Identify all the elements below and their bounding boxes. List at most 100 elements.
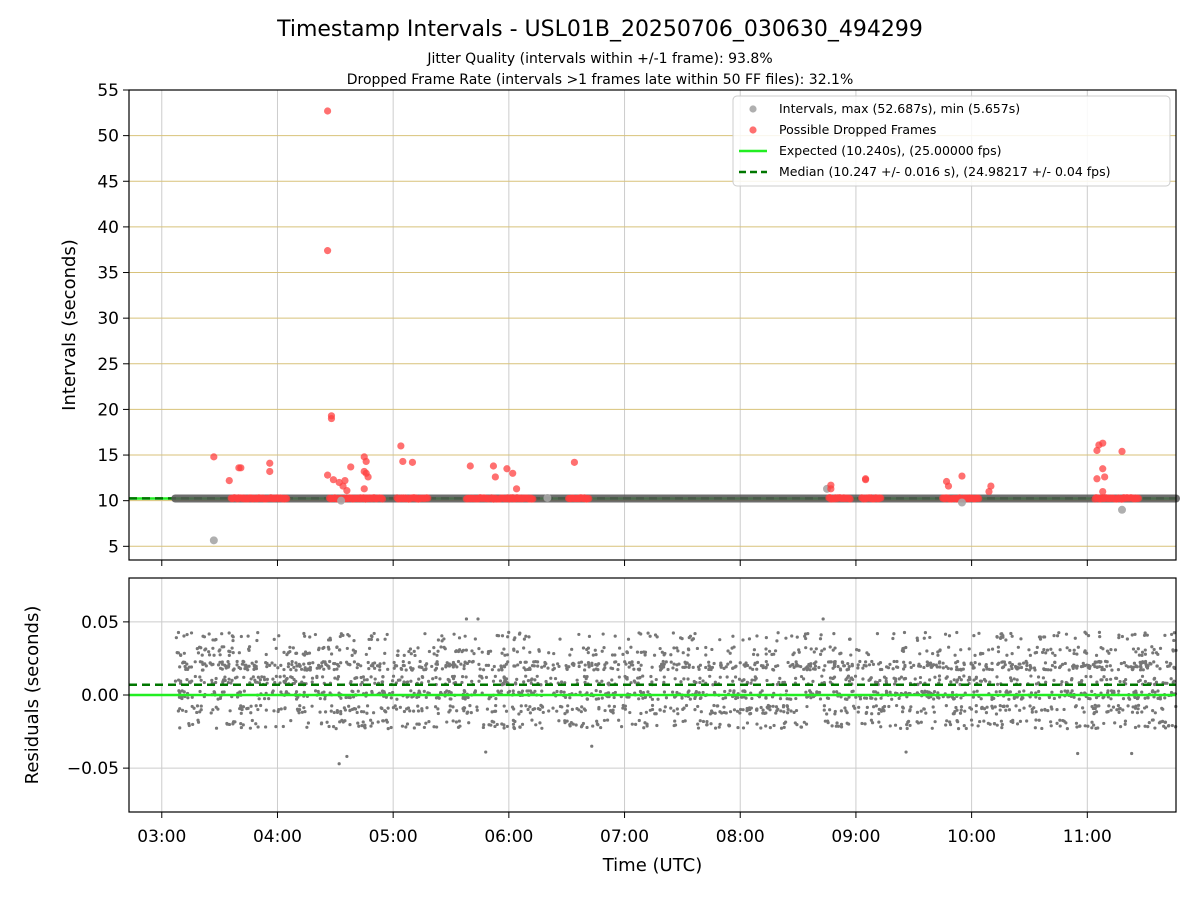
- dropped-frame-point: [846, 495, 854, 503]
- residual-point: [1001, 660, 1005, 664]
- residual-point: [195, 704, 200, 708]
- residual-point: [820, 674, 824, 678]
- residual-point: [551, 663, 555, 667]
- residual-point: [652, 653, 657, 657]
- residual-point: [656, 697, 660, 701]
- residual-point: [222, 645, 226, 649]
- residual-point: [998, 704, 1002, 708]
- residual-point: [764, 652, 768, 656]
- residual-point: [412, 649, 416, 653]
- residual-point: [519, 691, 524, 695]
- residual-point: [423, 667, 428, 672]
- residual-point: [948, 723, 953, 727]
- residual-point: [1028, 653, 1032, 657]
- residual-point: [818, 697, 823, 701]
- residual-point: [198, 689, 202, 694]
- residual-point: [972, 634, 976, 638]
- residual-point: [435, 662, 440, 666]
- residual-point: [347, 704, 351, 708]
- residual-point: [863, 722, 867, 726]
- residual-point: [874, 697, 878, 701]
- residual-point: [627, 661, 632, 665]
- residual-point: [888, 724, 892, 728]
- residual-point: [992, 722, 997, 726]
- residual-point: [389, 725, 393, 730]
- residual-point: [836, 664, 840, 669]
- residual-point: [469, 711, 473, 715]
- residual-point: [1134, 689, 1138, 693]
- residual-point: [864, 696, 869, 700]
- residual-point: [1147, 721, 1151, 725]
- residual-point: [289, 667, 293, 672]
- residual-point: [254, 722, 258, 726]
- residual-point: [812, 661, 817, 666]
- residual-point: [916, 682, 920, 687]
- residual-point: [617, 675, 621, 679]
- residual-point: [288, 650, 292, 654]
- residual-point: [335, 667, 339, 671]
- residual-point: [402, 709, 407, 714]
- residual-point: [799, 674, 804, 679]
- residual-point: [463, 634, 467, 638]
- residual-point: [211, 708, 215, 712]
- residual-point: [869, 718, 874, 722]
- residual-point: [294, 668, 298, 672]
- residual-point: [278, 675, 282, 679]
- residual-point: [701, 719, 706, 724]
- residual-point: [223, 675, 227, 679]
- residual-point: [595, 719, 599, 723]
- dropped-frame-point: [347, 463, 355, 471]
- residual-point: [1100, 678, 1104, 682]
- residual-point: [958, 711, 963, 715]
- residual-point: [178, 726, 182, 730]
- residual-point: [877, 707, 881, 711]
- residual-point: [511, 722, 516, 726]
- residual-point: [302, 690, 306, 694]
- residual-point: [371, 711, 376, 715]
- residual-point: [372, 631, 376, 636]
- residual-point: [741, 708, 745, 712]
- residual-point: [913, 677, 917, 681]
- residual-point: [891, 667, 895, 671]
- residual-point: [285, 676, 289, 681]
- residual-point: [1148, 661, 1152, 665]
- residual-point: [681, 651, 685, 655]
- residual-point: [1071, 666, 1075, 670]
- residual-point: [502, 726, 506, 730]
- residual-point: [502, 704, 506, 708]
- residual-point: [998, 690, 1002, 694]
- residual-point: [1072, 648, 1076, 652]
- residual-point: [761, 711, 765, 715]
- residual-point: [1101, 696, 1105, 700]
- dropped-frame-point: [1099, 439, 1107, 447]
- residual-point: [586, 651, 590, 655]
- residual-point: [794, 676, 798, 681]
- residual-point: [369, 637, 374, 642]
- residual-point: [176, 678, 181, 682]
- residual-point: [713, 726, 718, 730]
- residual-point: [317, 646, 321, 650]
- residual-point: [179, 653, 183, 657]
- residual-point: [539, 703, 543, 708]
- residual-point: [959, 678, 963, 682]
- residual-point: [533, 678, 537, 682]
- dropped-frame-point: [1118, 447, 1126, 455]
- residual-point: [1153, 711, 1157, 715]
- residual-point: [1172, 631, 1176, 635]
- residual-point: [332, 667, 336, 672]
- residual-point: [1004, 638, 1008, 642]
- residual-point: [541, 710, 545, 715]
- residual-point: [882, 675, 887, 679]
- residual-point: [396, 653, 400, 657]
- residual-point: [1095, 665, 1099, 670]
- residual-point: [818, 652, 823, 656]
- residual-point: [1126, 704, 1130, 708]
- residual-point: [285, 691, 289, 695]
- residual-point: [752, 648, 756, 652]
- residual-point: [782, 710, 786, 714]
- residual-point: [642, 726, 646, 730]
- residual-point: [190, 679, 194, 683]
- residual-point: [696, 726, 701, 730]
- residual-point: [1136, 703, 1141, 707]
- dropped-frame-point: [1093, 446, 1101, 455]
